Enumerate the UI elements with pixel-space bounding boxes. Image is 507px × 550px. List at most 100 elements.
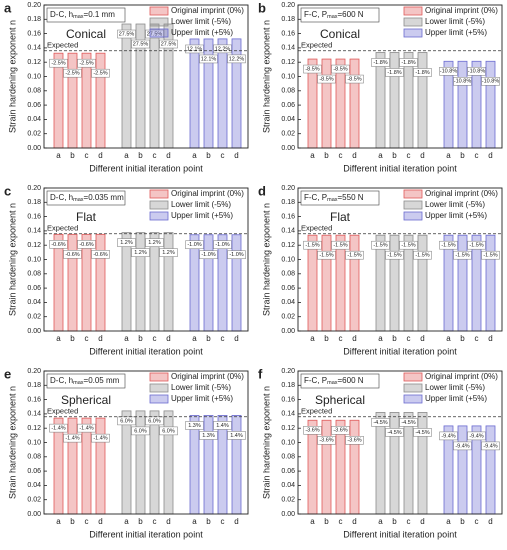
value-label-box (227, 431, 246, 440)
value-label: -1.4% (79, 426, 93, 432)
value-label: -1.5% (347, 253, 361, 259)
x-tick-label: c (221, 334, 225, 343)
bar (121, 23, 132, 149)
legend-swatch (403, 200, 423, 210)
y-axis-label: Strain hardening exponent n (7, 386, 17, 499)
bar (307, 234, 318, 332)
panel-letter: f (258, 366, 263, 381)
value-label-box (453, 441, 472, 451)
legend-swatch (149, 6, 169, 16)
shape-label: Conical (66, 27, 106, 41)
y-tick-label: 0.04 (281, 482, 295, 489)
y-tick-label: 0.14 (281, 228, 295, 235)
condition-box (46, 7, 126, 23)
value-label: -3.6% (347, 438, 361, 444)
bar (81, 417, 92, 515)
bar (135, 232, 146, 332)
x-tick-label: b (138, 334, 143, 343)
x-tick-label: d (488, 334, 492, 343)
y-tick-label: 0.06 (281, 468, 295, 475)
y-tick-label: 0.00 (281, 328, 295, 335)
bar (121, 232, 132, 332)
legend-label: Upper limit (+5%) (171, 394, 233, 403)
bar (189, 234, 200, 332)
condition-text: F-C, P (304, 10, 327, 19)
bar (389, 52, 400, 149)
legend-swatch (149, 17, 169, 27)
value-label: 12.2% (215, 46, 231, 52)
value-label: -1.4% (65, 436, 79, 442)
bar (485, 60, 496, 149)
x-axis-label: Different initial iteration point (89, 529, 203, 539)
y-axis-label: Strain hardening exponent n (261, 203, 271, 316)
y-tick-label: 0.20 (281, 2, 295, 9)
value-label: 1.2% (148, 240, 161, 246)
bar (95, 52, 106, 149)
x-tick-label: a (56, 517, 61, 526)
bar (471, 234, 482, 332)
value-label: -4.5% (373, 420, 387, 426)
value-label-box (185, 421, 204, 430)
value-label: -2.5% (93, 71, 107, 77)
y-tick-label: 0.12 (27, 242, 41, 249)
value-label-box (331, 64, 350, 74)
value-label-box (413, 250, 432, 260)
x-tick-label: c (153, 517, 157, 526)
bar (349, 58, 360, 149)
value-label-box (317, 250, 336, 260)
x-tick-label: d (420, 517, 424, 526)
condition-label: F-C, Pmax=600 N (304, 376, 364, 386)
legend-label: Original imprint (0%) (171, 189, 244, 198)
legend-swatch (149, 394, 169, 404)
shape-label: Conical (320, 27, 360, 41)
value-label-box (63, 68, 82, 78)
condition-text: =600 N (338, 10, 364, 19)
x-tick-label: c (475, 334, 479, 343)
legend-label: Lower limit (-5%) (171, 17, 231, 26)
x-tick-label: c (339, 517, 343, 526)
value-label: -1.5% (319, 253, 333, 259)
legend-label: Lower limit (-5%) (171, 200, 231, 209)
y-tick-label: 0.16 (27, 213, 41, 220)
value-label-box (481, 441, 500, 451)
y-tick-label: 0.20 (281, 368, 295, 375)
y-tick-label: 0.14 (27, 411, 41, 418)
y-tick-label: 0.00 (281, 145, 295, 152)
x-tick-label: a (378, 517, 383, 526)
y-tick-label: 0.00 (27, 511, 41, 518)
value-label-box (117, 238, 136, 247)
y-axis-label: Strain hardening exponent n (7, 203, 17, 316)
value-label: 12.1% (187, 46, 203, 52)
value-label: -1.4% (93, 436, 107, 442)
y-tick-label: 0.02 (27, 131, 41, 138)
value-label: -8.5% (347, 77, 361, 83)
legend-label: Original imprint (0%) (171, 372, 244, 381)
value-label-box (453, 250, 472, 260)
x-tick-label: c (407, 517, 411, 526)
value-label: 6.0% (162, 428, 175, 434)
y-tick-label: 0.14 (27, 45, 41, 52)
legend-label: Upper limit (+5%) (425, 28, 487, 37)
value-label: -9.4% (469, 433, 483, 439)
value-label: -1.5% (455, 253, 469, 259)
bar (403, 234, 414, 332)
bar (67, 52, 78, 149)
condition-sub: max (73, 197, 84, 203)
x-tick-label: d (420, 151, 424, 160)
y-tick-label: 0.16 (27, 30, 41, 37)
bar (217, 234, 228, 332)
x-tick-label: a (310, 517, 315, 526)
x-tick-label: c (475, 517, 479, 526)
value-label-box (399, 240, 418, 250)
y-tick-label: 0.14 (27, 228, 41, 235)
y-tick-label: 0.10 (27, 73, 41, 80)
value-label-box (49, 240, 68, 249)
y-tick-label: 0.20 (27, 185, 41, 192)
x-tick-label: a (310, 334, 315, 343)
y-tick-label: 0.18 (281, 16, 295, 23)
bar (403, 52, 414, 149)
x-tick-label: b (324, 517, 329, 526)
y-tick-label: 0.12 (281, 425, 295, 432)
legend-swatch (403, 394, 423, 404)
shape-label: Flat (330, 210, 351, 224)
